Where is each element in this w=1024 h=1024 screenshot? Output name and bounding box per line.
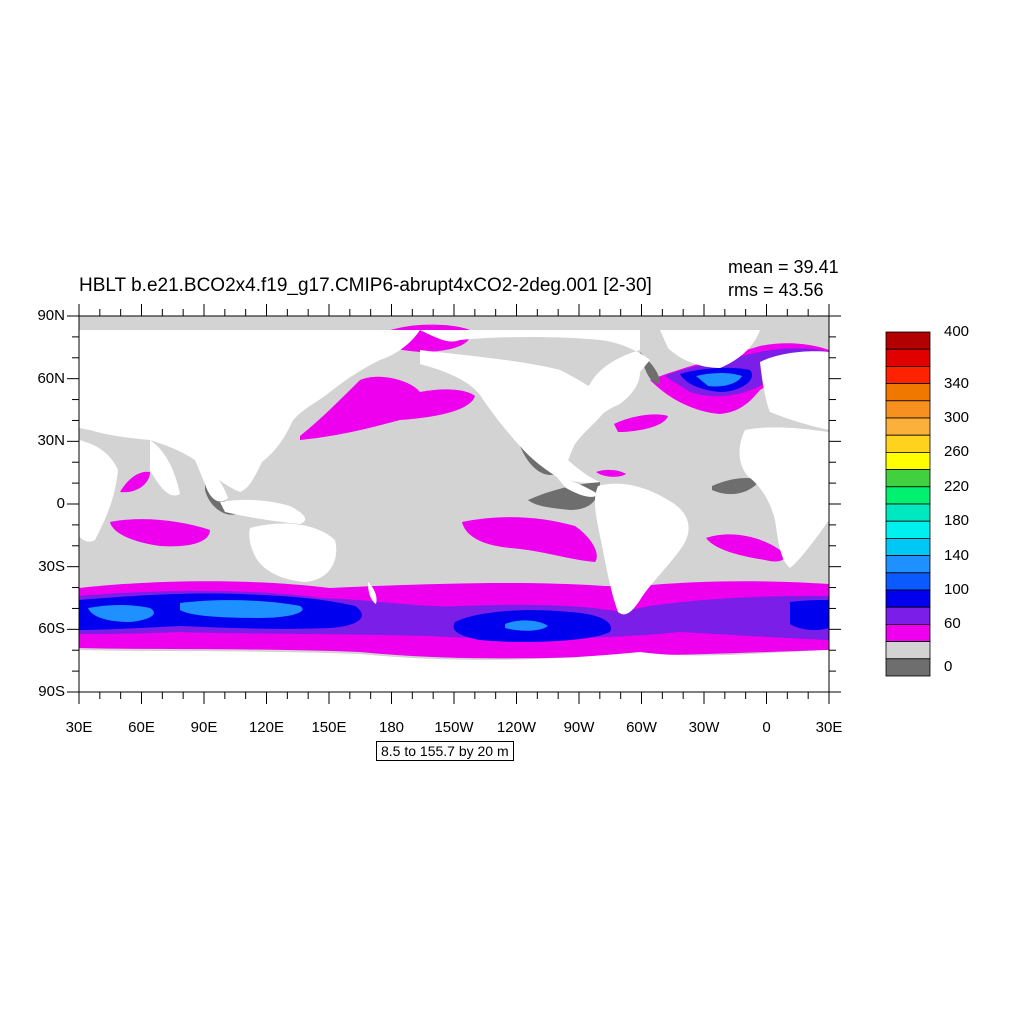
colorbar-swatch xyxy=(885,417,931,436)
x-tick-label: 30W xyxy=(688,719,720,736)
y-tick-label: 90S xyxy=(38,683,65,700)
land-indochina xyxy=(195,460,228,502)
land-north-america-body xyxy=(420,350,610,480)
contour-info-box: 8.5 to 155.7 by 20 m xyxy=(376,741,514,761)
x-tick-label: 60W xyxy=(626,719,657,736)
land-eurasia-east xyxy=(79,330,420,492)
labrador-core xyxy=(696,373,742,387)
dark-area-west-africa xyxy=(712,478,760,495)
colorbar-label: 300 xyxy=(944,409,970,426)
plot-title: HBLT b.e21.BCO2x4.f19_g17.CMIP6-abrupt4x… xyxy=(79,275,652,296)
land-australia xyxy=(249,523,337,582)
y-tick-label: 60S xyxy=(38,620,65,638)
x-tick-label: 90E xyxy=(190,719,218,736)
land-central-america xyxy=(555,475,598,497)
arabian-sea-patch xyxy=(120,471,150,493)
land-south-america xyxy=(594,483,689,615)
y-tick-label: 60N xyxy=(37,369,65,387)
x-tick-label: 30E xyxy=(65,719,93,736)
caribbean-patch xyxy=(596,469,626,477)
x-tick-label: 120E xyxy=(248,719,285,736)
mid-atlantic-patch xyxy=(614,414,668,432)
southern-ocean-core-indian xyxy=(88,605,154,622)
colorbar-swatch xyxy=(885,503,931,522)
y-tick-label: 0 xyxy=(56,495,65,512)
y-tick-label: 30S xyxy=(38,557,65,575)
colorbar-swatch xyxy=(885,348,931,367)
land-europe xyxy=(760,351,829,430)
land-greenland xyxy=(660,330,760,368)
colorbar xyxy=(885,331,931,677)
colorbar-swatch xyxy=(885,451,931,470)
colorbar-swatch xyxy=(885,538,931,557)
dark-area-maritime xyxy=(205,470,240,515)
colorbar-label: 220 xyxy=(944,477,970,495)
colorbar-label: 340 xyxy=(944,374,970,392)
colorbar-swatch xyxy=(885,469,931,488)
land-maritime-continent xyxy=(220,499,306,524)
land-new-zealand xyxy=(368,582,377,604)
x-tick-label: 90W xyxy=(563,719,595,736)
southern-ocean-band-high-atlantic xyxy=(790,600,829,631)
colorbar-label: 60 xyxy=(944,615,961,633)
y-tick-label: 90N xyxy=(37,307,65,324)
colorbar-swatch xyxy=(885,589,931,608)
colorbar-label: 0 xyxy=(944,658,953,676)
x-tick-label: 60E xyxy=(128,719,155,736)
colorbar-swatch xyxy=(885,624,931,643)
colorbar-label: 180 xyxy=(944,512,970,530)
axis-ticks xyxy=(67,304,841,704)
colorbar-label: 260 xyxy=(944,443,970,461)
indian-ocean-patch xyxy=(110,519,210,547)
x-tick-label: 150E xyxy=(311,719,347,736)
colorbar-swatch xyxy=(885,555,931,574)
colorbar-label: 140 xyxy=(944,546,970,564)
land-india xyxy=(150,440,180,496)
colorbar-swatch xyxy=(885,331,931,350)
x-tick-label: 30E xyxy=(815,719,843,736)
x-tick-label: 180 xyxy=(378,719,405,736)
x-tick-label: 0 xyxy=(762,719,771,736)
south-atlantic-patch xyxy=(706,534,785,562)
colorbar-swatch xyxy=(885,400,931,419)
x-tick-label: 120W xyxy=(496,719,537,736)
colorbar-label: 100 xyxy=(944,581,970,598)
north-pacific-patch xyxy=(300,376,475,440)
mean-stat: mean = 39.41 xyxy=(728,257,839,277)
colorbar-swatch xyxy=(885,572,931,591)
southern-ocean-core-indian-2 xyxy=(180,600,303,618)
southern-ocean-core-pacific xyxy=(505,620,548,631)
x-tick-label: 150W xyxy=(434,719,474,736)
colorbar-swatch xyxy=(885,658,931,677)
land-africa xyxy=(739,427,829,568)
colorbar-swatch xyxy=(885,486,931,505)
y-tick-label: 30N xyxy=(37,432,65,450)
land-africa-west xyxy=(79,440,118,542)
colorbar-swatch xyxy=(885,606,931,625)
map-field xyxy=(79,316,829,692)
rms-stat: rms = 43.56 xyxy=(728,280,824,300)
colorbar-swatch xyxy=(885,434,931,453)
south-pacific-patch xyxy=(462,517,597,562)
colorbar-swatch xyxy=(885,383,931,402)
colorbar-swatch xyxy=(885,520,931,539)
colorbar-swatch xyxy=(885,641,931,660)
land-antarctica xyxy=(79,650,829,692)
colorbar-swatch xyxy=(885,365,931,384)
colorbar-label: 400 xyxy=(944,323,970,340)
